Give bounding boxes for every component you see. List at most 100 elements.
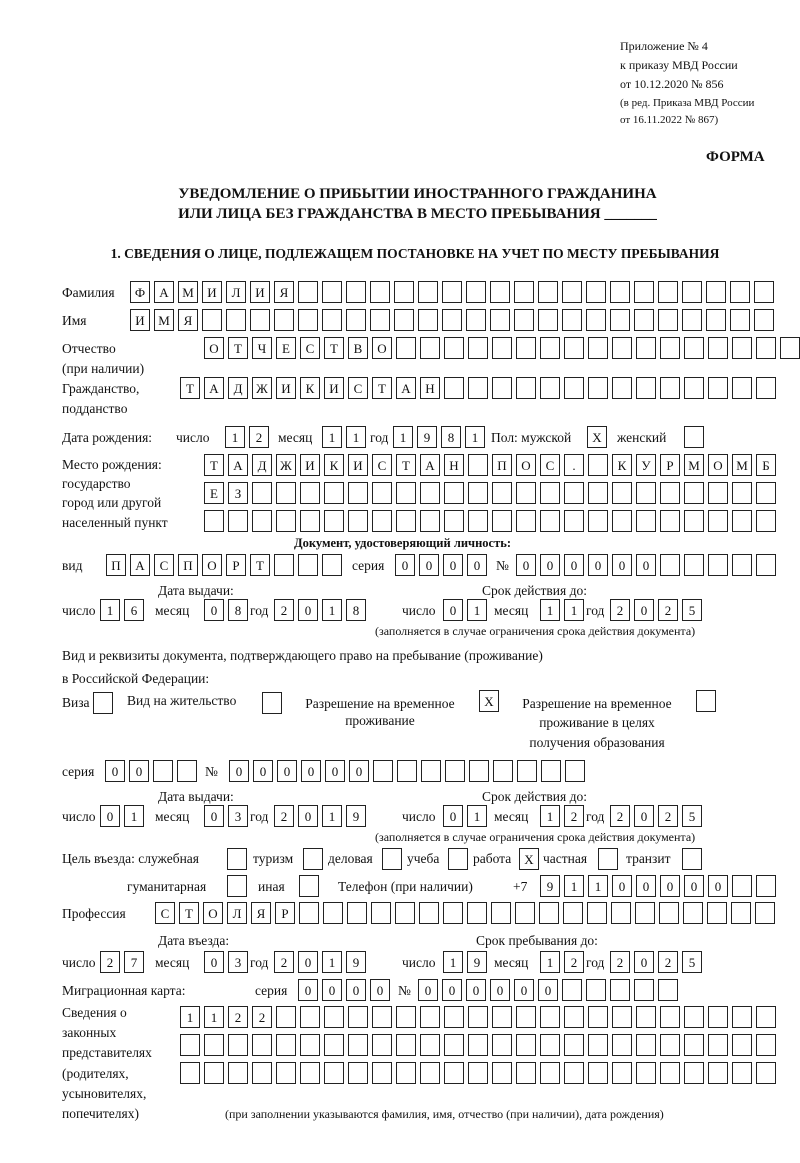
char-box[interactable] (636, 1006, 656, 1028)
char-box[interactable]: 0 (443, 805, 463, 827)
char-box[interactable] (298, 281, 318, 303)
char-box[interactable] (372, 1062, 392, 1084)
char-box[interactable] (540, 510, 560, 532)
char-box[interactable]: 0 (325, 760, 345, 782)
char-box[interactable]: 1 (393, 426, 413, 448)
char-box[interactable] (448, 848, 468, 870)
char-box[interactable] (228, 510, 248, 532)
char-box[interactable] (706, 309, 726, 331)
char-box[interactable]: 0 (636, 554, 656, 576)
char-box[interactable]: 2 (610, 805, 630, 827)
char-box[interactable]: 1 (204, 1006, 224, 1028)
char-box[interactable]: 0 (298, 599, 318, 621)
char-box[interactable] (492, 337, 512, 359)
char-box[interactable] (732, 1062, 752, 1084)
char-box[interactable]: А (204, 377, 224, 399)
char-box[interactable] (516, 1034, 536, 1056)
char-box[interactable]: 5 (682, 599, 702, 621)
char-box[interactable] (684, 1062, 704, 1084)
char-box[interactable]: 1 (564, 599, 584, 621)
char-box[interactable]: У (636, 454, 656, 476)
char-box[interactable] (515, 902, 535, 924)
char-box[interactable] (324, 510, 344, 532)
char-box[interactable]: 0 (467, 554, 487, 576)
char-box[interactable] (658, 309, 678, 331)
char-box[interactable] (563, 902, 583, 924)
char-box[interactable] (420, 482, 440, 504)
char-box[interactable]: Р (660, 454, 680, 476)
char-box[interactable] (780, 337, 800, 359)
char-box[interactable]: 2 (658, 805, 678, 827)
char-box[interactable]: С (540, 454, 560, 476)
char-box[interactable] (732, 875, 752, 897)
char-box[interactable] (468, 510, 488, 532)
char-box[interactable] (397, 760, 417, 782)
char-box[interactable]: О (372, 337, 392, 359)
char-box[interactable]: Н (444, 454, 464, 476)
char-box[interactable] (612, 337, 632, 359)
char-box[interactable] (396, 1062, 416, 1084)
char-box[interactable]: А (130, 554, 150, 576)
char-box[interactable] (539, 902, 559, 924)
char-box[interactable] (324, 1034, 344, 1056)
char-box[interactable] (684, 554, 704, 576)
char-box[interactable] (612, 1034, 632, 1056)
char-box[interactable] (659, 902, 679, 924)
char-box[interactable] (732, 1034, 752, 1056)
char-box[interactable] (394, 281, 414, 303)
char-box[interactable]: 0 (253, 760, 273, 782)
char-box[interactable] (228, 1034, 248, 1056)
char-box[interactable] (227, 875, 247, 897)
char-box[interactable] (445, 760, 465, 782)
char-box[interactable] (730, 281, 750, 303)
char-box[interactable]: 0 (514, 979, 534, 1001)
char-box[interactable] (228, 1062, 248, 1084)
char-box[interactable] (202, 309, 222, 331)
char-box[interactable]: Т (250, 554, 270, 576)
char-box[interactable] (708, 1062, 728, 1084)
char-box[interactable] (598, 848, 618, 870)
char-box[interactable] (372, 1034, 392, 1056)
char-box[interactable]: 0 (660, 875, 680, 897)
char-box[interactable]: Н (420, 377, 440, 399)
char-box[interactable]: Т (180, 377, 200, 399)
char-box[interactable] (300, 1062, 320, 1084)
char-box[interactable] (610, 281, 630, 303)
char-box[interactable]: Ж (252, 377, 272, 399)
char-box[interactable] (443, 902, 463, 924)
char-box[interactable]: О (708, 454, 728, 476)
char-box[interactable] (610, 309, 630, 331)
char-box[interactable] (683, 902, 703, 924)
char-box[interactable] (610, 979, 630, 1001)
char-box[interactable]: Я (274, 281, 294, 303)
char-box[interactable]: 2 (658, 599, 678, 621)
char-box[interactable] (371, 902, 391, 924)
char-box[interactable] (373, 760, 393, 782)
char-box[interactable] (708, 510, 728, 532)
char-box[interactable]: 0 (322, 979, 342, 1001)
char-box[interactable] (564, 1006, 584, 1028)
char-box[interactable]: X (479, 690, 499, 712)
char-box[interactable] (565, 760, 585, 782)
char-box[interactable]: З (228, 482, 248, 504)
char-box[interactable]: И (250, 281, 270, 303)
char-box[interactable]: 0 (634, 599, 654, 621)
char-box[interactable] (634, 309, 654, 331)
char-box[interactable]: Т (179, 902, 199, 924)
char-box[interactable]: 9 (467, 951, 487, 973)
char-box[interactable] (564, 1062, 584, 1084)
char-box[interactable]: 8 (228, 599, 248, 621)
char-box[interactable] (492, 377, 512, 399)
char-box[interactable]: 1 (322, 426, 342, 448)
char-box[interactable] (276, 1062, 296, 1084)
char-box[interactable]: 1 (467, 599, 487, 621)
char-box[interactable] (396, 1006, 416, 1028)
char-box[interactable] (322, 554, 342, 576)
char-box[interactable] (540, 377, 560, 399)
char-box[interactable] (756, 337, 776, 359)
char-box[interactable] (588, 1062, 608, 1084)
char-box[interactable] (372, 1006, 392, 1028)
char-box[interactable]: 0 (564, 554, 584, 576)
char-box[interactable] (262, 692, 282, 714)
char-box[interactable]: М (732, 454, 752, 476)
